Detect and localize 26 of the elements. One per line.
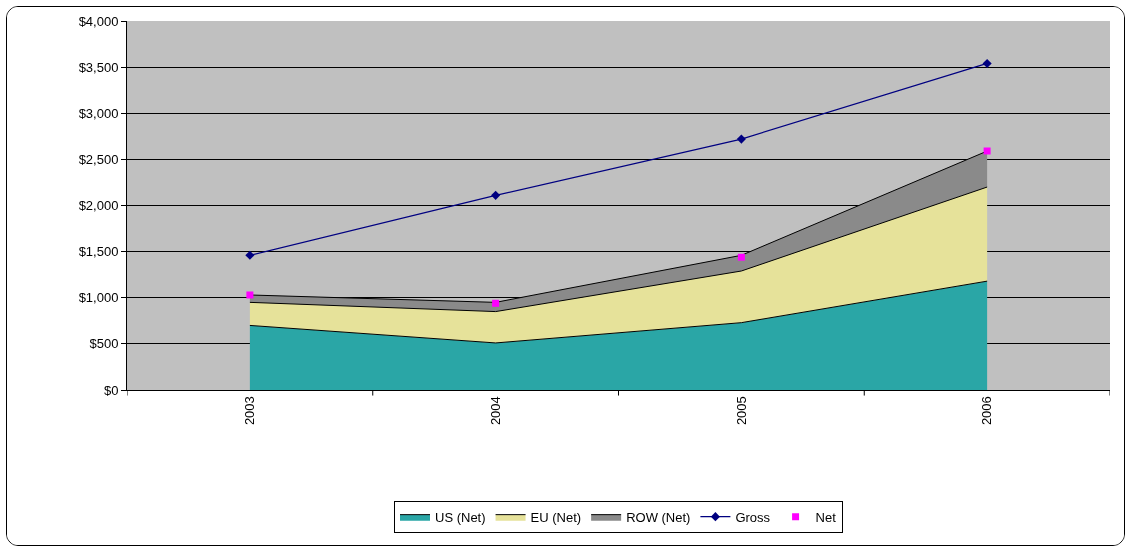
- point: [983, 147, 991, 155]
- point: [982, 58, 992, 68]
- point: [492, 299, 500, 307]
- y-tick-label: $3,500: [78, 59, 119, 75]
- legend-label: EU (Net): [530, 509, 582, 525]
- point: [246, 291, 254, 299]
- legend-label: US (Net): [435, 509, 486, 525]
- x-tick-label: 2005: [733, 396, 749, 426]
- x-tick-label: 2003: [242, 396, 258, 426]
- legend-label: Net: [815, 509, 837, 525]
- y-tick-label: $1,000: [78, 290, 119, 306]
- point: [737, 253, 745, 261]
- y-tick-label: $2,000: [78, 198, 119, 214]
- y-tick-label: $2,500: [78, 151, 119, 167]
- y-tick-label: $0: [103, 382, 119, 398]
- y-tick-label: $1,500: [78, 244, 119, 260]
- point: [491, 190, 501, 200]
- x-tick-label: 2006: [979, 396, 995, 426]
- x-tick-label: 2004: [487, 396, 503, 426]
- y-tick-label: $3,000: [78, 105, 119, 121]
- legend-label: ROW (Net): [626, 509, 691, 525]
- y-tick-label: $500: [89, 336, 119, 352]
- y-tick-label: $4,000: [78, 13, 119, 29]
- legend-label: Gross: [735, 509, 771, 525]
- point: [245, 250, 255, 260]
- point: [736, 134, 746, 144]
